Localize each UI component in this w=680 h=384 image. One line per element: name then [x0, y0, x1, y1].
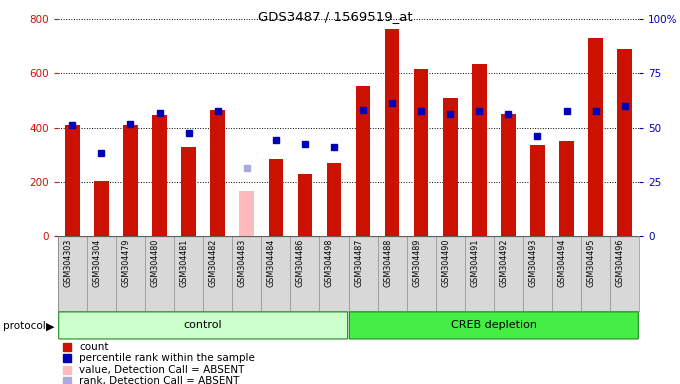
Text: control: control	[184, 320, 222, 331]
Bar	[116, 236, 145, 311]
Bar	[494, 236, 523, 311]
Text: CREB depletion: CREB depletion	[451, 320, 537, 331]
Text: GSM304492: GSM304492	[499, 238, 509, 287]
Bar	[298, 174, 312, 236]
Text: GSM304493: GSM304493	[528, 238, 537, 287]
FancyBboxPatch shape	[58, 312, 347, 339]
Text: protocol: protocol	[3, 321, 46, 331]
Bar	[552, 236, 581, 311]
Text: rank, Detection Call = ABSENT: rank, Detection Call = ABSENT	[80, 376, 240, 384]
Bar	[326, 163, 341, 236]
Bar	[385, 29, 399, 236]
Bar	[269, 159, 283, 236]
Bar	[261, 236, 290, 311]
Bar	[239, 191, 254, 236]
Text: GDS3487 / 1569519_at: GDS3487 / 1569519_at	[258, 10, 413, 23]
Text: GSM304491: GSM304491	[471, 238, 479, 287]
Bar	[87, 236, 116, 311]
Bar	[581, 236, 610, 311]
Bar	[610, 236, 639, 311]
Bar	[348, 236, 377, 311]
Text: GSM304487: GSM304487	[354, 238, 363, 287]
Bar	[152, 116, 167, 236]
Text: GSM304484: GSM304484	[267, 238, 276, 287]
Bar	[617, 49, 632, 236]
Bar	[559, 141, 574, 236]
Bar	[210, 110, 225, 236]
Text: GSM304495: GSM304495	[587, 238, 596, 287]
Bar	[377, 236, 407, 311]
Bar	[123, 125, 138, 236]
Text: GSM304480: GSM304480	[150, 238, 160, 287]
Text: percentile rank within the sample: percentile rank within the sample	[80, 353, 255, 363]
Text: GSM304479: GSM304479	[122, 238, 131, 287]
Text: GSM304490: GSM304490	[441, 238, 450, 287]
Bar	[58, 236, 87, 311]
Text: ▶: ▶	[46, 321, 54, 331]
Text: GSM304304: GSM304304	[92, 238, 101, 287]
Text: GSM304496: GSM304496	[615, 238, 625, 287]
Text: value, Detection Call = ABSENT: value, Detection Call = ABSENT	[80, 365, 245, 375]
FancyBboxPatch shape	[350, 312, 639, 339]
Bar	[320, 236, 348, 311]
Bar	[407, 236, 436, 311]
Text: GSM304488: GSM304488	[383, 238, 392, 287]
Bar	[232, 236, 261, 311]
Bar	[530, 145, 545, 236]
Bar	[145, 236, 174, 311]
Bar	[414, 70, 428, 236]
Text: GSM304489: GSM304489	[412, 238, 421, 287]
Text: count: count	[80, 342, 109, 352]
Bar	[523, 236, 552, 311]
Text: GSM304483: GSM304483	[238, 238, 247, 287]
Bar	[443, 98, 458, 236]
Bar	[290, 236, 320, 311]
Text: GSM304482: GSM304482	[209, 238, 218, 287]
Bar	[472, 64, 487, 236]
Bar	[65, 125, 80, 236]
Bar	[501, 114, 515, 236]
Text: GSM304486: GSM304486	[296, 238, 305, 287]
Bar	[203, 236, 232, 311]
Bar	[182, 147, 196, 236]
Text: GSM304481: GSM304481	[180, 238, 188, 287]
Bar	[588, 38, 603, 236]
Bar	[174, 236, 203, 311]
Bar	[356, 86, 371, 236]
Text: GSM304498: GSM304498	[325, 238, 334, 287]
Text: GSM304303: GSM304303	[63, 238, 72, 287]
Bar	[436, 236, 465, 311]
Bar	[465, 236, 494, 311]
Bar	[94, 180, 109, 236]
Text: GSM304494: GSM304494	[558, 238, 566, 287]
